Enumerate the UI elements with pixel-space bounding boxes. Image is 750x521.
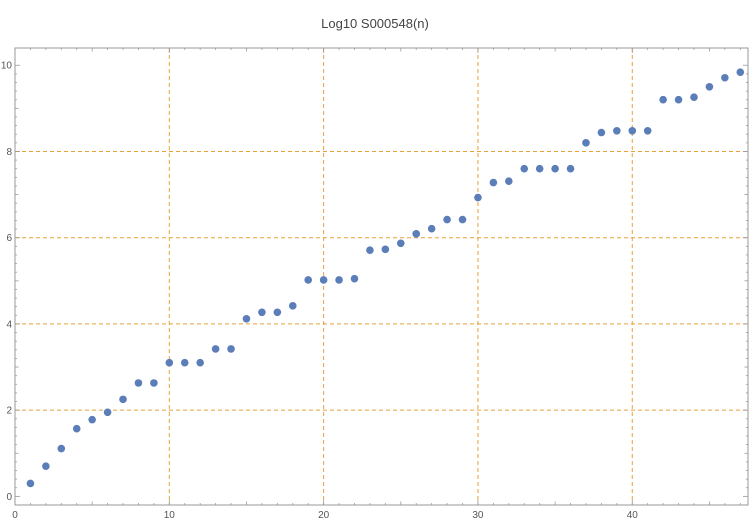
data-point	[474, 193, 482, 202]
y-tick-label: 4	[6, 319, 12, 330]
data-point	[42, 462, 50, 470]
data-point	[721, 73, 729, 82]
plot-frame-border	[14, 47, 749, 506]
axis-ticks: 0 10 20 30 40 0 2 4 6 8 10	[1, 48, 748, 521]
data-point	[335, 276, 343, 284]
data-point	[458, 215, 467, 224]
data-point	[566, 164, 575, 173]
data-point	[72, 424, 81, 433]
data-point	[535, 164, 544, 173]
data-point	[505, 177, 513, 186]
data-point	[304, 276, 313, 284]
data-point	[119, 395, 127, 404]
x-tick-label: 30	[472, 510, 484, 521]
data-point	[412, 230, 421, 238]
data-point	[150, 379, 158, 387]
plot-frame	[14, 47, 749, 506]
x-tick-label: 20	[318, 510, 330, 521]
data-point	[628, 126, 637, 135]
data-point	[705, 83, 714, 91]
data-point	[659, 95, 667, 104]
y-tick-label: 0	[6, 492, 12, 503]
data-point	[366, 246, 374, 255]
data-points	[26, 68, 745, 488]
data-point	[489, 178, 498, 187]
data-point	[273, 308, 282, 317]
chart-title: Log10 S000548(n)	[321, 16, 429, 31]
data-point	[674, 95, 683, 104]
data-point	[134, 379, 143, 387]
data-point	[26, 479, 35, 488]
data-point	[288, 302, 297, 310]
data-point	[427, 224, 436, 233]
grid-lines	[15, 48, 748, 505]
data-point	[690, 93, 698, 101]
data-point	[613, 126, 621, 135]
data-point	[57, 444, 66, 453]
data-point	[396, 239, 405, 248]
data-point	[242, 314, 251, 323]
data-point	[227, 345, 235, 353]
x-tick-label: 40	[627, 510, 639, 521]
data-point	[103, 408, 112, 417]
y-tick-label: 10	[1, 61, 13, 72]
data-point	[180, 358, 189, 367]
data-point	[520, 164, 529, 173]
y-tick-label: 8	[6, 147, 12, 158]
data-point	[88, 415, 96, 424]
data-point	[643, 126, 652, 135]
data-point	[350, 274, 359, 283]
data-point	[196, 358, 204, 367]
data-point	[597, 128, 606, 137]
data-point	[736, 68, 745, 76]
data-point	[319, 276, 328, 284]
data-point	[381, 245, 390, 254]
data-point	[258, 308, 266, 317]
y-tick-label: 6	[6, 233, 12, 244]
data-point	[551, 164, 559, 173]
x-tick-label: 0	[12, 510, 18, 521]
data-point	[211, 345, 220, 353]
data-point	[582, 139, 590, 147]
data-point	[443, 215, 451, 224]
data-point	[165, 358, 174, 367]
x-tick-label: 10	[164, 510, 176, 521]
y-tick-label: 2	[6, 406, 12, 417]
